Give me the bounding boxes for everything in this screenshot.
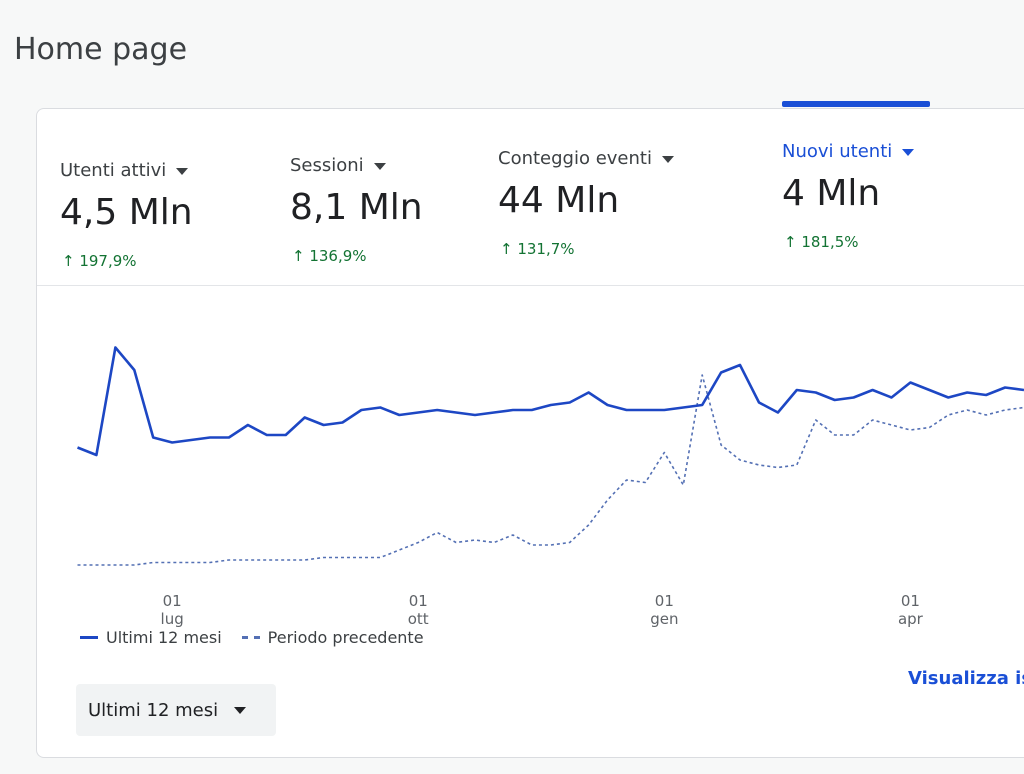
metric-change: ↑ 197,9% (62, 252, 137, 270)
x-tick-label: 01 gen (650, 592, 679, 628)
card (36, 108, 1024, 758)
metric-label-text: Nuovi utenti (782, 141, 893, 162)
legend-label: Periodo precedente (267, 628, 424, 647)
separator (37, 285, 1024, 286)
metric-change: ↑ 131,7% (500, 240, 575, 258)
x-tick-label: 01 lug (160, 592, 184, 628)
active-tab-indicator (782, 101, 930, 107)
metric-label-text: Sessioni (290, 155, 364, 176)
dropdown-arrow (234, 706, 247, 714)
metric-change: ↑ 181,5% (784, 233, 859, 251)
metric-label-text: Conteggio eventi (498, 148, 652, 169)
page-title: Home page (14, 32, 188, 67)
x-tick-label: 01 ott (407, 592, 429, 628)
metric-value: 8,1 Mln (290, 187, 423, 228)
metric-label[interactable]: Sessioni (290, 155, 386, 176)
series-line (77, 374, 1024, 566)
legend-label: Ultimi 12 mesi (106, 628, 222, 647)
dropdown-arrow (373, 162, 386, 170)
link[interactable]: Visualizza is (908, 668, 1024, 689)
legend: Ultimi 12 mesi Periodo precedente (80, 628, 434, 647)
metric-label[interactable]: Conteggio eventi (498, 148, 674, 169)
range-selector[interactable]: Ultimi 12 mesi (76, 684, 276, 736)
metric-value: 4,5 Mln (60, 192, 193, 233)
legend-swatch (80, 636, 98, 639)
metric-label[interactable]: Nuovi utenti (782, 141, 915, 162)
metric-value: 44 Mln (498, 180, 620, 221)
dropdown-arrow (902, 148, 915, 156)
x-tick-label: 01 apr (897, 592, 923, 628)
metric-label[interactable]: Utenti attivi (60, 160, 189, 181)
legend-item: Ultimi 12 mesi (80, 628, 222, 647)
range-label: Ultimi 12 mesi (88, 699, 219, 721)
legend-item: Periodo precedente (241, 628, 424, 647)
legend-swatch (241, 636, 260, 639)
series-line (77, 346, 1024, 457)
metric-label-text: Utenti attivi (60, 160, 167, 181)
metric-value: 4 Mln (782, 173, 881, 214)
dropdown-arrow (661, 155, 674, 163)
metric-change: ↑ 136,9% (292, 247, 367, 265)
dropdown-arrow (176, 167, 189, 175)
